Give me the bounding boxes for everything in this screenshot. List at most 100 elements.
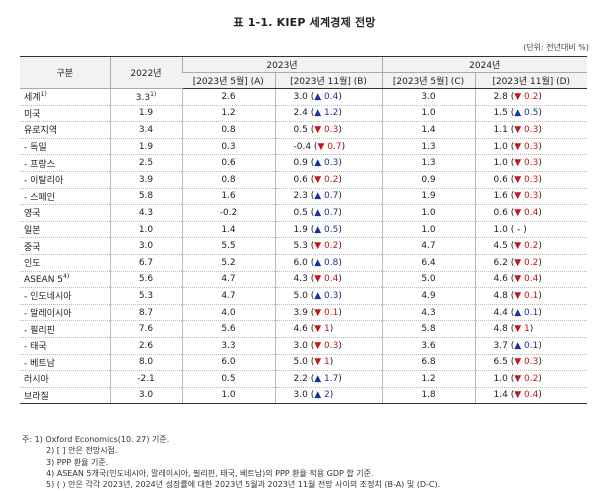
row-label: 브라질 [20,387,110,405]
down-arrow-icon: ▼ [314,274,322,285]
change-d: 0.5 [524,108,539,119]
change-b: 0.5 [324,224,339,235]
row-label-text: - 독일 [24,143,47,154]
up-arrow-icon: ▲ [314,257,322,268]
value-a: 0.6 [181,154,275,172]
value-b-text: 2.4 [293,108,308,119]
value-c: 4.3 [381,304,475,322]
down-arrow-icon: ▼ [514,207,522,218]
change-d: 0.3 [524,141,539,152]
table-row: - 독일 1.9 0.3 -0.4 (▼ 0.7) 1.3 1.0 (▼ 0.3) [20,138,587,156]
value-d-text: 4.8 [493,290,508,301]
change-b: 1.2 [324,108,339,119]
down-arrow-icon: ▼ [514,390,522,401]
value-d: 4.6 (▼ 0.4) [474,271,587,289]
table-row: 유로지역 3.4 0.8 0.5 (▼ 0.3) 1.4 1.1 (▼ 0.3) [20,121,587,139]
value-d: 2.8 (▼ 0.2) [474,88,587,106]
value-b-text: 6.0 [293,257,308,268]
change-d: 0.4 [524,207,539,218]
change-d: 0.1 [524,340,539,351]
down-arrow-icon: ▼ [314,307,322,318]
value-c-text: 1.0 [421,207,436,218]
value-2022: 5.3 [109,287,182,305]
value-c-text: 6.8 [421,357,436,368]
value-2022: 7.6 [109,320,182,338]
value-d-text: 4.8 [493,324,508,335]
value-2022: 5.6 [109,271,182,289]
table-title: 표 1-1. KIEP 세계경제 전망 [233,16,376,29]
change-b: 0.2 [324,241,339,252]
row-label-text: 미국 [24,109,41,120]
value-d: 1.6 (▼ 0.3) [474,188,587,206]
value-d: 4.4 (▲ 0.1) [474,304,587,322]
value-d-text: 6.5 [493,357,508,368]
value-c: 1.2 [381,370,475,388]
value-2022: 6.7 [109,254,182,272]
value-a-text: 5.6 [221,324,236,335]
value-c: 1.0 [381,105,475,123]
change-b: 0.4 [324,91,339,102]
change-d: 0.3 [524,124,539,135]
value-b: 5.0 (▲ 0.3) [274,287,382,305]
down-arrow-icon: ▼ [314,174,322,185]
row-label: 중국 [20,237,110,255]
down-arrow-icon: ▼ [514,324,522,335]
value-d-text: 4.6 [493,274,508,285]
change-b: 1 [324,324,330,335]
change-b: 1.7 [324,373,339,384]
value-a-text: 4.7 [221,290,236,301]
row-label-text: 세계 [24,93,41,104]
down-arrow-icon: ▼ [514,141,522,152]
value-a: 3.3 [181,337,275,355]
down-arrow-icon: ▼ [514,191,522,202]
value-2022-text: 5.3 [138,290,154,301]
change-b: 0.3 [324,158,339,169]
value-2022: 3.9 [109,171,182,189]
value-b-text: 3.0 [293,340,308,351]
value-d-text: 0.6 [493,207,508,218]
down-arrow-icon: ▼ [514,174,522,185]
value-b: 0.5 (▲ 0.7) [274,204,382,222]
change-d: 0.3 [524,357,539,368]
value-d: 1.5 (▲ 0.5) [474,105,587,123]
value-d-text: 1.0 [493,373,508,384]
value-c-text: 5.0 [421,274,436,285]
value-d-text: 6.2 [493,257,508,268]
table-row: 세계1) 3.31) 2.6 3.0 (▲ 0.4) 3.0 2.8 (▼ 0.2) [20,88,587,106]
row-label-text: - 인도네시아 [24,292,72,303]
value-a-text: 3.3 [221,340,236,351]
footnote-marker: 1) [150,90,157,98]
value-a: 4.0 [181,304,275,322]
value-b-text: 0.5 [293,124,308,135]
value-b-text: 0.5 [293,207,308,218]
down-arrow-icon: ▼ [514,373,522,384]
value-c-text: 1.4 [421,124,436,135]
row-label: 유로지역 [20,121,110,139]
col-header-b: [2023년 11월] (B) [274,72,382,89]
footnote-marker: 1) [40,91,47,99]
value-c: 1.3 [381,138,475,156]
value-c: 3.6 [381,337,475,355]
value-2022-text: 3.0 [138,390,154,401]
up-arrow-icon: ▲ [314,91,322,102]
row-label: 미국 [20,105,110,123]
value-d: 6.2 (▼ 0.2) [474,254,587,272]
table-row: - 이탈리아 3.9 0.8 0.6 (▼ 0.2) 0.9 0.6 (▼ 0.3) [20,171,587,189]
value-2022: 3.4 [109,121,182,139]
up-arrow-icon: ▲ [514,108,522,119]
value-b-text: 3.0 [293,390,308,401]
value-2022: 2.6 [109,337,182,355]
row-label-text: - 스페인 [24,192,55,203]
table-row: - 말레이시아 8.7 4.0 3.9 (▼ 0.1) 4.3 4.4 (▲ 0.1) [20,304,587,322]
value-d-text: 1.0 [493,224,508,235]
change-d: 1 [524,324,530,335]
value-c-text: 1.3 [421,141,436,152]
value-d-text: 1.5 [493,108,508,119]
value-2022: 3.31) [109,88,182,106]
table-row: - 베트남 8.0 6.0 5.0 (▼ 1) 6.8 6.5 (▼ 0.3) [20,354,587,372]
row-label: - 독일 [20,138,110,156]
value-b: 5.0 (▼ 1) [274,354,382,372]
change-b: 0.3 [324,290,339,301]
table-row: 브라질 3.0 1.0 3.0 (▲ 2) 1.8 1.4 (▼ 0.4) [20,387,587,405]
row-label-text: 중국 [24,242,41,253]
